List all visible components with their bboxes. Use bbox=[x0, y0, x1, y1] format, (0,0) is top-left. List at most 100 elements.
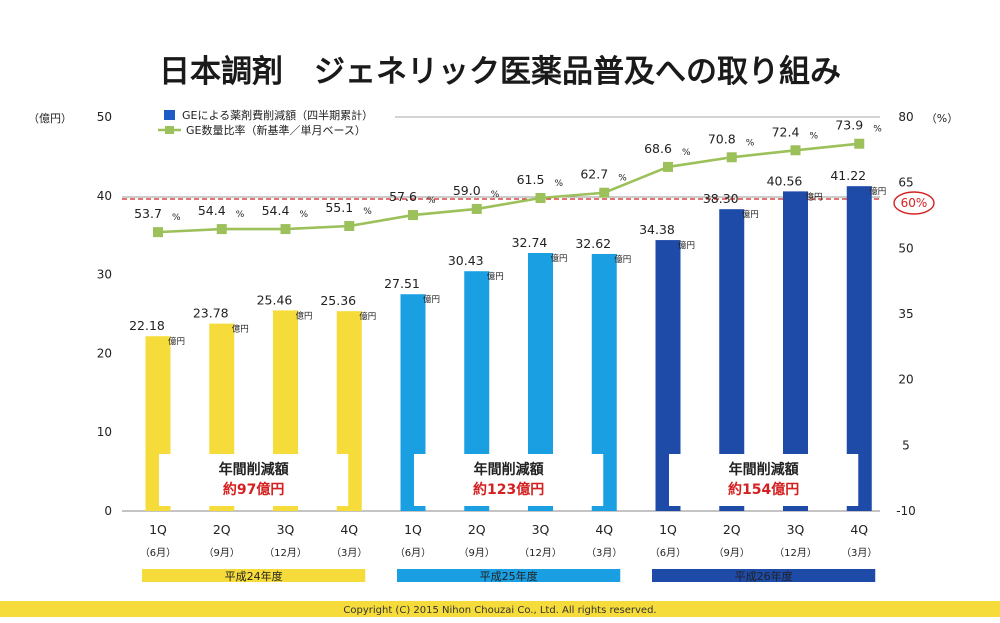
ratio-unit-label: % bbox=[427, 196, 436, 206]
bar-unit-label: 億円 bbox=[678, 240, 695, 251]
right-axis: -10 5 20 35 50 65 80 bbox=[896, 110, 916, 518]
left-tick-label: 40 bbox=[97, 189, 112, 203]
category-label: 1Q bbox=[149, 522, 167, 537]
ratio-value-label: 73.9 bbox=[835, 118, 863, 133]
ratio-value-label: 59.0 bbox=[453, 183, 481, 198]
ratio-marker bbox=[854, 138, 865, 149]
category-label: 3Q bbox=[532, 522, 550, 537]
ratio-unit-label: % bbox=[363, 207, 372, 217]
ratio-value-label: 70.8 bbox=[708, 131, 736, 146]
bar-unit-label: 億円 bbox=[487, 271, 504, 282]
page-title: 日本調剤 ジェネリック医薬品普及への取り組み bbox=[159, 54, 841, 90]
bar-unit-label: 億円 bbox=[232, 324, 249, 335]
month-label: （9月） bbox=[459, 547, 495, 559]
ratio-unit-label: % bbox=[618, 174, 627, 184]
right-tick-label: 20 bbox=[898, 373, 913, 387]
bar-value-label: 32.74 bbox=[512, 235, 548, 250]
bar-unit-label: 億円 bbox=[869, 186, 886, 197]
fiscal-year-label: 平成25年度 bbox=[480, 569, 538, 583]
fiscal-year-bands: 平成24年度 平成25年度 平成26年度 bbox=[142, 569, 876, 583]
ratio-unit-label: % bbox=[172, 213, 181, 223]
bar-unit-label: 億円 bbox=[296, 310, 313, 321]
bar-value-label: 41.22 bbox=[830, 168, 866, 183]
ratio-marker bbox=[216, 224, 227, 235]
month-label: （6月） bbox=[140, 547, 176, 559]
line-series: 53.7 % 54.4% 54.4 % 55.1 % 57.6 % 59.0 % 61.5 % 62.7%… bbox=[134, 118, 882, 238]
month-label: （6月） bbox=[650, 547, 686, 559]
bar-value-label: 30.43 bbox=[448, 253, 484, 268]
category-label: 2Q bbox=[468, 522, 486, 537]
ratio-marker bbox=[344, 221, 355, 232]
ratio-unit-label: % bbox=[300, 210, 309, 220]
fiscal-year-label: 平成26年度 bbox=[735, 569, 793, 583]
ratio-marker bbox=[790, 145, 801, 156]
month-label: （12月） bbox=[264, 547, 307, 559]
left-tick-label: 20 bbox=[97, 346, 112, 360]
month-label: （3月） bbox=[841, 547, 877, 559]
legend-line-label: GE数量比率（新基準／単月ベース） bbox=[186, 123, 366, 137]
month-label: （9月） bbox=[204, 547, 240, 559]
bar-value-label: 38.30 bbox=[703, 191, 739, 206]
right-tick-label: 65 bbox=[898, 176, 913, 190]
ratio-value-label: 68.6 bbox=[644, 141, 672, 156]
fiscal-year-label: 平成24年度 bbox=[225, 569, 283, 583]
ratio-unit-label: % bbox=[873, 125, 882, 135]
legend: GEによる薬剤費削減額（四半期累計） GE数量比率（新基準／単月ベース） bbox=[158, 108, 373, 137]
bar-value-label: 25.46 bbox=[257, 292, 293, 307]
ratio-value-label: 55.1 bbox=[325, 200, 353, 215]
month-label: （3月） bbox=[331, 547, 367, 559]
x-axis: 1Q （6月） 2Q （9月） 3Q （12月） 4Q （3月） 1Q （6月） 2Q （9月） 3Q （… bbox=[140, 522, 878, 559]
ratio-marker bbox=[280, 224, 291, 235]
ratio-value-label: 54.4 bbox=[198, 203, 226, 218]
reference-label: 60% bbox=[901, 196, 928, 210]
bar-unit-label: 億円 bbox=[742, 209, 759, 220]
month-label: （12月） bbox=[774, 547, 817, 559]
month-label: （3月） bbox=[586, 547, 622, 559]
category-label: 2Q bbox=[213, 522, 231, 537]
annual-reduction-box bbox=[414, 454, 604, 506]
annual-reduction-value: 約123億円 bbox=[473, 481, 544, 498]
category-label: 3Q bbox=[277, 522, 295, 537]
left-tick-label: 50 bbox=[97, 110, 112, 124]
right-tick-label: -10 bbox=[896, 504, 916, 518]
bar-unit-label: 億円 bbox=[423, 294, 440, 305]
month-label: （12月） bbox=[519, 547, 562, 559]
category-label: 1Q bbox=[404, 522, 422, 537]
ratio-value-label: 62.7 bbox=[580, 167, 608, 182]
annual-reduction-box bbox=[159, 454, 349, 506]
ratio-value-label: 61.5 bbox=[517, 172, 545, 187]
month-label: （6月） bbox=[395, 547, 431, 559]
ratio-unit-label: % bbox=[810, 131, 819, 141]
annual-reduction-value: 約97億円 bbox=[223, 481, 284, 498]
fiscal-year-band bbox=[142, 569, 366, 582]
bar-value-label: 40.56 bbox=[767, 173, 803, 188]
month-label: （9月） bbox=[714, 547, 750, 559]
bar-value-label: 22.18 bbox=[129, 318, 165, 333]
bar-value-label: 34.38 bbox=[639, 222, 675, 237]
left-tick-label: 30 bbox=[97, 268, 112, 282]
bar-unit-label: 億円 bbox=[551, 253, 568, 264]
bar-value-label: 32.62 bbox=[575, 236, 611, 251]
category-label: 4Q bbox=[340, 522, 358, 537]
bar-unit-label: 億円 bbox=[614, 254, 631, 265]
ratio-value-label: 57.6 bbox=[389, 189, 417, 204]
ratio-marker bbox=[535, 192, 546, 203]
ratio-line bbox=[157, 142, 860, 234]
annual-reduction-title: 年間削減額 bbox=[729, 461, 799, 478]
legend-bar-swatch bbox=[164, 110, 175, 120]
legend-line-swatch-marker bbox=[165, 126, 174, 134]
copyright-text: Copyright (C) 2015 Nihon Chouzai Co., Lt… bbox=[343, 605, 656, 616]
ratio-marker bbox=[599, 187, 610, 198]
footer-band bbox=[0, 601, 1000, 617]
annual-reduction-value: 約154億円 bbox=[728, 481, 799, 498]
annual-reduction-title: 年間削減額 bbox=[219, 461, 289, 478]
ratio-marker bbox=[663, 161, 673, 172]
ratio-unit-label: % bbox=[555, 179, 564, 189]
fiscal-year-band bbox=[652, 569, 876, 582]
right-tick-label: 80 bbox=[898, 110, 913, 124]
left-tick-label: 10 bbox=[97, 425, 112, 439]
ratio-unit-label: % bbox=[746, 138, 755, 148]
left-axis-unit: （億円） bbox=[28, 112, 72, 125]
